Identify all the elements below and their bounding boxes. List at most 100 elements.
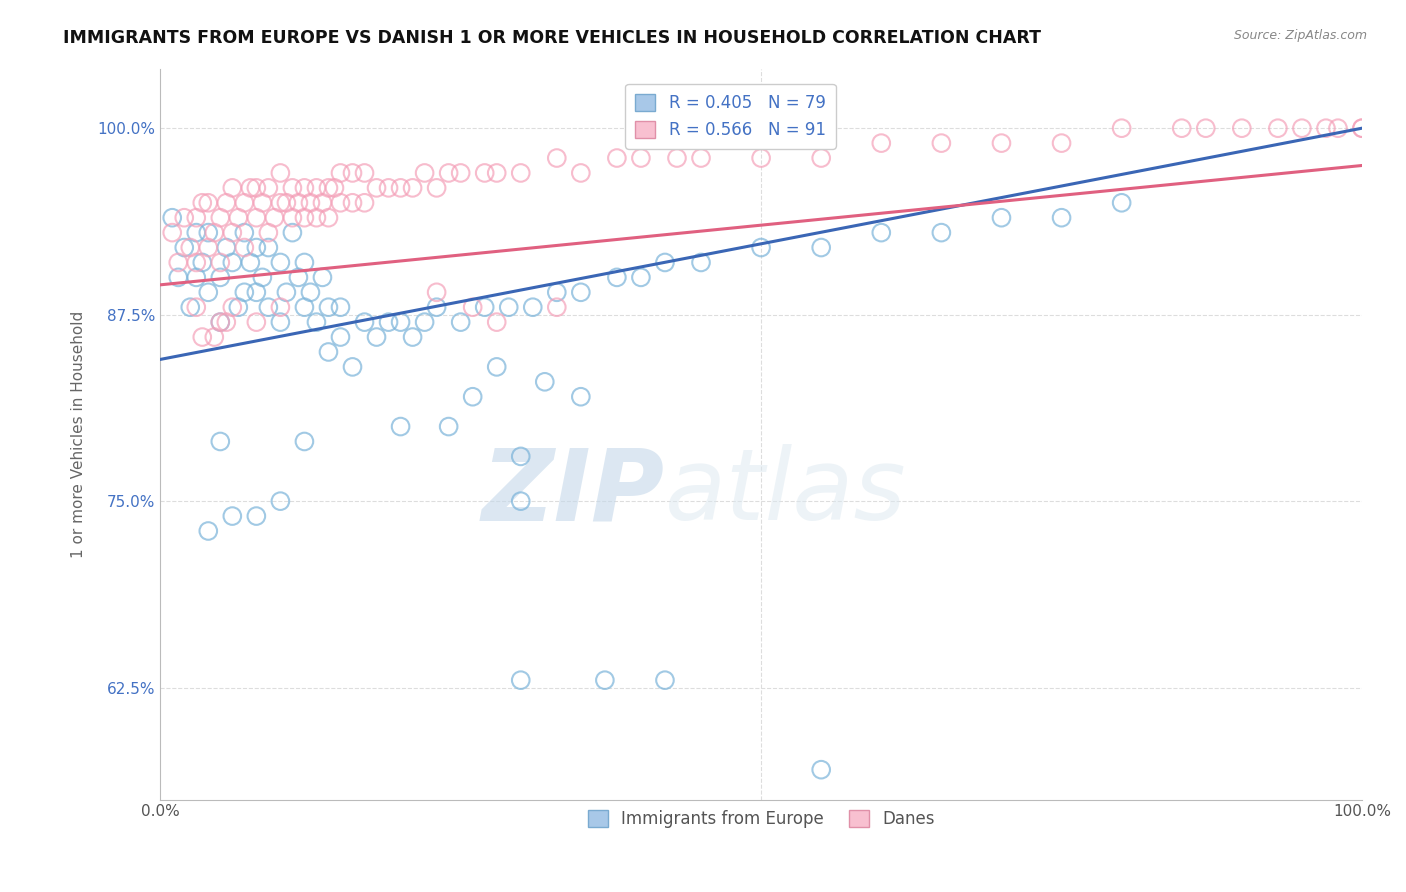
Point	[179, 241, 201, 255]
Point	[318, 345, 340, 359]
Point	[202, 330, 225, 344]
Point	[665, 151, 688, 165]
Point	[522, 300, 544, 314]
Point	[233, 241, 256, 255]
Point	[245, 211, 267, 225]
Point	[329, 330, 352, 344]
Y-axis label: 1 or more Vehicles in Household: 1 or more Vehicles in Household	[72, 310, 86, 558]
Point	[281, 211, 304, 225]
Point	[269, 195, 291, 210]
Point	[342, 195, 364, 210]
Point	[197, 195, 219, 210]
Point	[1111, 195, 1133, 210]
Point	[1170, 121, 1192, 136]
Point	[485, 359, 508, 374]
Point	[245, 315, 267, 329]
Point	[1050, 136, 1073, 150]
Point	[810, 151, 832, 165]
Point	[257, 241, 280, 255]
Point	[276, 285, 298, 300]
Point	[245, 241, 267, 255]
Point	[215, 195, 238, 210]
Point	[257, 300, 280, 314]
Point	[179, 300, 201, 314]
Point	[245, 509, 267, 524]
Point	[294, 434, 316, 449]
Point	[215, 241, 238, 255]
Point	[1351, 121, 1374, 136]
Point	[546, 300, 568, 314]
Point	[749, 151, 772, 165]
Point	[426, 300, 449, 314]
Point	[509, 166, 531, 180]
Point	[593, 673, 616, 688]
Point	[810, 763, 832, 777]
Point	[197, 241, 219, 255]
Point	[1351, 121, 1374, 136]
Point	[509, 450, 531, 464]
Point	[342, 166, 364, 180]
Point	[221, 300, 243, 314]
Point	[353, 166, 375, 180]
Point	[630, 151, 652, 165]
Point	[311, 270, 333, 285]
Point	[377, 315, 399, 329]
Point	[221, 226, 243, 240]
Point	[294, 300, 316, 314]
Point	[323, 181, 346, 195]
Point	[690, 255, 713, 269]
Point	[186, 211, 208, 225]
Point	[377, 181, 399, 195]
Point	[197, 285, 219, 300]
Point	[329, 195, 352, 210]
Point	[546, 285, 568, 300]
Point	[245, 285, 267, 300]
Point	[437, 166, 460, 180]
Point	[318, 300, 340, 314]
Point	[569, 390, 592, 404]
Point	[228, 211, 250, 225]
Point	[281, 226, 304, 240]
Point	[437, 419, 460, 434]
Point	[342, 359, 364, 374]
Point	[287, 195, 309, 210]
Point	[173, 211, 195, 225]
Point	[209, 270, 232, 285]
Point	[221, 509, 243, 524]
Point	[810, 241, 832, 255]
Point	[257, 181, 280, 195]
Point	[546, 151, 568, 165]
Point	[294, 211, 316, 225]
Point	[569, 166, 592, 180]
Text: Source: ZipAtlas.com: Source: ZipAtlas.com	[1233, 29, 1367, 42]
Point	[305, 211, 328, 225]
Text: atlas: atlas	[665, 444, 907, 541]
Point	[257, 226, 280, 240]
Point	[509, 673, 531, 688]
Point	[221, 181, 243, 195]
Point	[389, 315, 412, 329]
Point	[294, 255, 316, 269]
Point	[160, 211, 183, 225]
Point	[329, 300, 352, 314]
Point	[186, 300, 208, 314]
Point	[1230, 121, 1253, 136]
Point	[870, 136, 893, 150]
Point	[221, 255, 243, 269]
Point	[450, 166, 472, 180]
Point	[167, 255, 190, 269]
Point	[413, 315, 436, 329]
Point	[413, 166, 436, 180]
Point	[318, 211, 340, 225]
Point	[461, 300, 484, 314]
Point	[931, 226, 953, 240]
Point	[269, 255, 291, 269]
Point	[209, 211, 232, 225]
Point	[245, 181, 267, 195]
Point	[401, 181, 423, 195]
Point	[749, 241, 772, 255]
Point	[209, 434, 232, 449]
Point	[533, 375, 555, 389]
Point	[990, 136, 1012, 150]
Point	[426, 181, 449, 195]
